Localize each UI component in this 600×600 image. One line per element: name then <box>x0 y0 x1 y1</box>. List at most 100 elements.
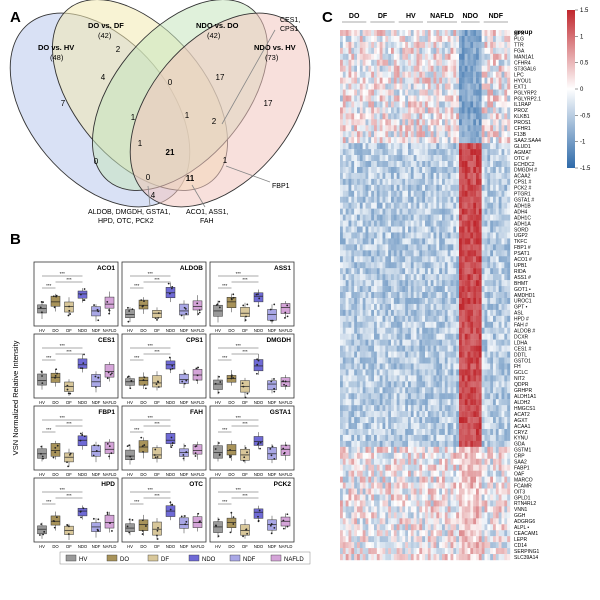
heatmap-cell <box>365 89 369 96</box>
heatmap-cell <box>498 434 502 442</box>
boxplot-tick-label: HV <box>39 544 45 549</box>
heatmap-cell <box>368 161 372 168</box>
heatmap-cell <box>464 297 468 305</box>
heatmap-cell <box>461 47 465 55</box>
heatmap-cell <box>368 315 372 322</box>
heatmap-cell <box>413 226 417 233</box>
heatmap-cell <box>467 166 471 174</box>
heatmap-cell <box>470 125 474 132</box>
heatmap-cell <box>484 256 488 263</box>
heatmap-cell <box>368 345 372 352</box>
heatmap-cell <box>504 339 508 346</box>
heatmap-cell <box>504 387 508 394</box>
boxplot-point <box>282 447 285 450</box>
heatmap-cell <box>501 417 505 424</box>
heatmap-cell <box>467 428 471 436</box>
heatmap-cell <box>493 131 497 138</box>
heatmap-cell <box>402 226 406 233</box>
heatmap-cell <box>385 196 389 203</box>
heatmap-cell <box>396 321 400 328</box>
heatmap-cell <box>484 363 488 370</box>
heatmap-cell <box>453 274 457 281</box>
heatmap-cell <box>487 119 491 126</box>
boxplot-point <box>171 444 174 447</box>
heatmap-cell <box>450 256 454 263</box>
heatmap-cell <box>476 35 480 43</box>
heatmap-cell <box>376 232 380 239</box>
heatmap-cell <box>348 172 352 180</box>
heatmap-cell <box>456 280 460 287</box>
heatmap-cell <box>393 375 397 382</box>
heatmap-cell <box>402 244 406 251</box>
heatmap-cell <box>371 172 375 180</box>
heatmap-cell <box>379 83 383 90</box>
heatmap-cell <box>365 59 369 66</box>
heatmap-cell <box>402 71 406 78</box>
heatmap-cell <box>436 417 440 424</box>
heatmap-cell <box>495 428 499 436</box>
heatmap-cell <box>408 190 412 197</box>
heatmap-cell <box>481 149 485 156</box>
heatmap-cell <box>498 393 502 400</box>
heatmap-cell <box>478 41 482 49</box>
heatmap-cell <box>433 220 437 227</box>
heatmap-cell <box>393 327 397 334</box>
heatmap-cell <box>436 172 440 180</box>
heatmap-cell <box>436 321 440 328</box>
heatmap-cell <box>365 184 369 191</box>
heatmap-cell <box>504 375 508 382</box>
heatmap-cell <box>433 208 437 215</box>
heatmap-cell <box>501 178 505 186</box>
panel-b-label: B <box>10 231 21 248</box>
heatmap-cell <box>427 161 431 168</box>
heatmap-cell <box>382 423 386 430</box>
heatmap-cell <box>464 423 468 430</box>
heatmap-cell <box>393 411 397 418</box>
heatmap-cell <box>427 303 431 311</box>
heatmap-cell <box>396 357 400 364</box>
heatmap-cell <box>447 274 451 281</box>
heatmap-cell <box>425 113 429 120</box>
heatmap-cell <box>374 357 378 364</box>
heatmap-cell <box>357 238 361 245</box>
heatmap-cell <box>348 161 352 168</box>
heatmap-cell <box>345 89 349 96</box>
heatmap-cell <box>456 53 460 60</box>
heatmap-cell <box>382 357 386 364</box>
heatmap-cell <box>498 119 502 126</box>
heatmap-cell <box>470 131 474 138</box>
boxplot-frame <box>33 333 119 399</box>
heatmap-cell <box>399 95 403 102</box>
boxplot-point <box>41 375 43 377</box>
heatmap-cell <box>405 297 409 305</box>
heatmap-cell <box>456 208 460 215</box>
heatmap-cell <box>484 77 488 84</box>
heatmap-cell <box>379 107 383 114</box>
heatmap-cell <box>450 315 454 322</box>
heatmap-cell <box>410 95 414 102</box>
heatmap-cell <box>484 190 488 197</box>
heatmap-cell <box>425 202 429 209</box>
heatmap-cell <box>476 387 480 394</box>
heatmap-cell <box>487 125 491 132</box>
heatmap-cell <box>419 363 423 370</box>
heatmap-cell <box>427 315 431 322</box>
heatmap-cell <box>408 89 412 96</box>
heatmap-cell <box>396 381 400 388</box>
heatmap-cell <box>439 262 443 269</box>
heatmap-cell <box>408 41 412 49</box>
heatmap-cell <box>388 95 392 102</box>
heatmap-cell <box>487 292 491 299</box>
heatmap-cell <box>376 89 380 96</box>
heatmap-cell <box>340 256 344 263</box>
heatmap-cell <box>430 399 434 406</box>
heatmap-cell <box>396 101 400 108</box>
heatmap-cell <box>493 375 497 382</box>
heatmap-cell <box>362 232 366 239</box>
heatmap-cell <box>484 178 488 186</box>
heatmap-cell <box>368 417 372 424</box>
heatmap-cell <box>450 53 454 60</box>
heatmap-cell <box>340 333 344 340</box>
heatmap-cell <box>382 119 386 126</box>
heatmap-cell <box>447 280 451 287</box>
